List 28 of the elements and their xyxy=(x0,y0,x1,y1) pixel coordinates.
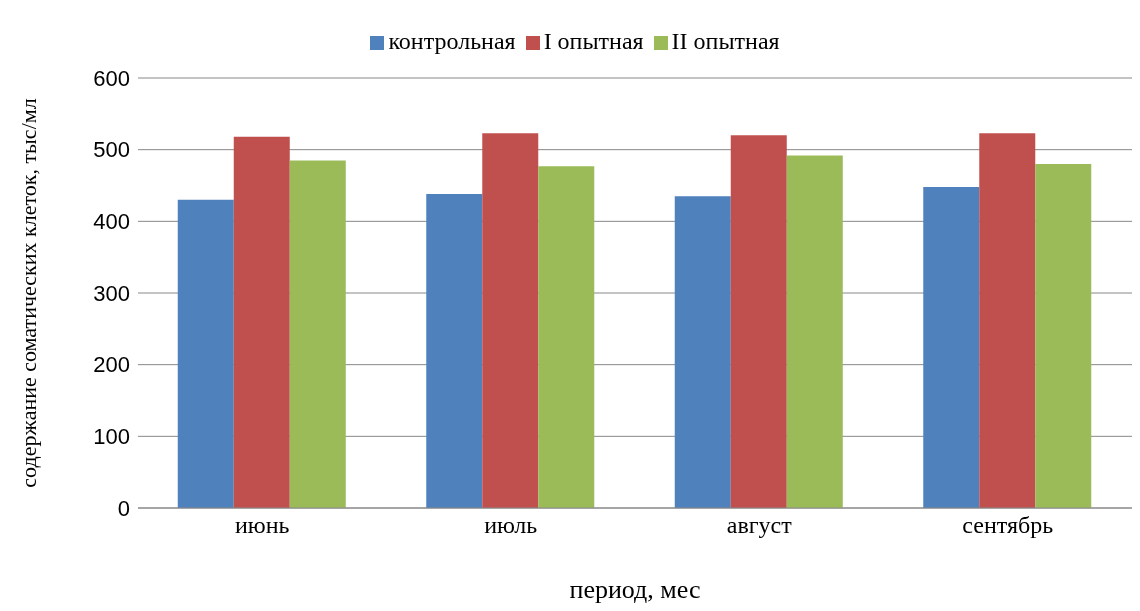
legend-label: II опытная xyxy=(671,28,780,54)
y-axis-title: содержание соматических клеток, тыс/мл xyxy=(15,98,41,488)
y-tick-label: 300 xyxy=(93,280,130,306)
y-tick-label: 0 xyxy=(117,495,130,521)
bar xyxy=(233,136,290,508)
legend-label: I опытная xyxy=(543,28,644,54)
legend-label: контрольная xyxy=(388,28,516,54)
y-tick-label: 500 xyxy=(93,137,130,163)
y-tick-label: 400 xyxy=(93,209,130,235)
y-tick-label: 100 xyxy=(93,424,130,450)
bar xyxy=(289,160,346,508)
x-axis-title: период, мес xyxy=(569,575,701,604)
bar xyxy=(674,196,731,508)
y-tick-label: 600 xyxy=(93,65,130,91)
bar xyxy=(786,155,843,508)
bar xyxy=(923,186,980,508)
bar xyxy=(979,133,1036,508)
x-tick-label: август xyxy=(726,512,793,539)
bar xyxy=(177,199,234,508)
bar xyxy=(538,166,595,508)
bar xyxy=(730,135,787,508)
bar xyxy=(1035,164,1092,508)
x-tick-label: июнь xyxy=(234,512,290,539)
x-tick-label: сентябрь xyxy=(962,512,1054,539)
x-tick-label: июль xyxy=(484,512,538,539)
bar xyxy=(482,133,539,508)
bar xyxy=(426,194,483,508)
y-tick-label: 200 xyxy=(93,352,130,378)
